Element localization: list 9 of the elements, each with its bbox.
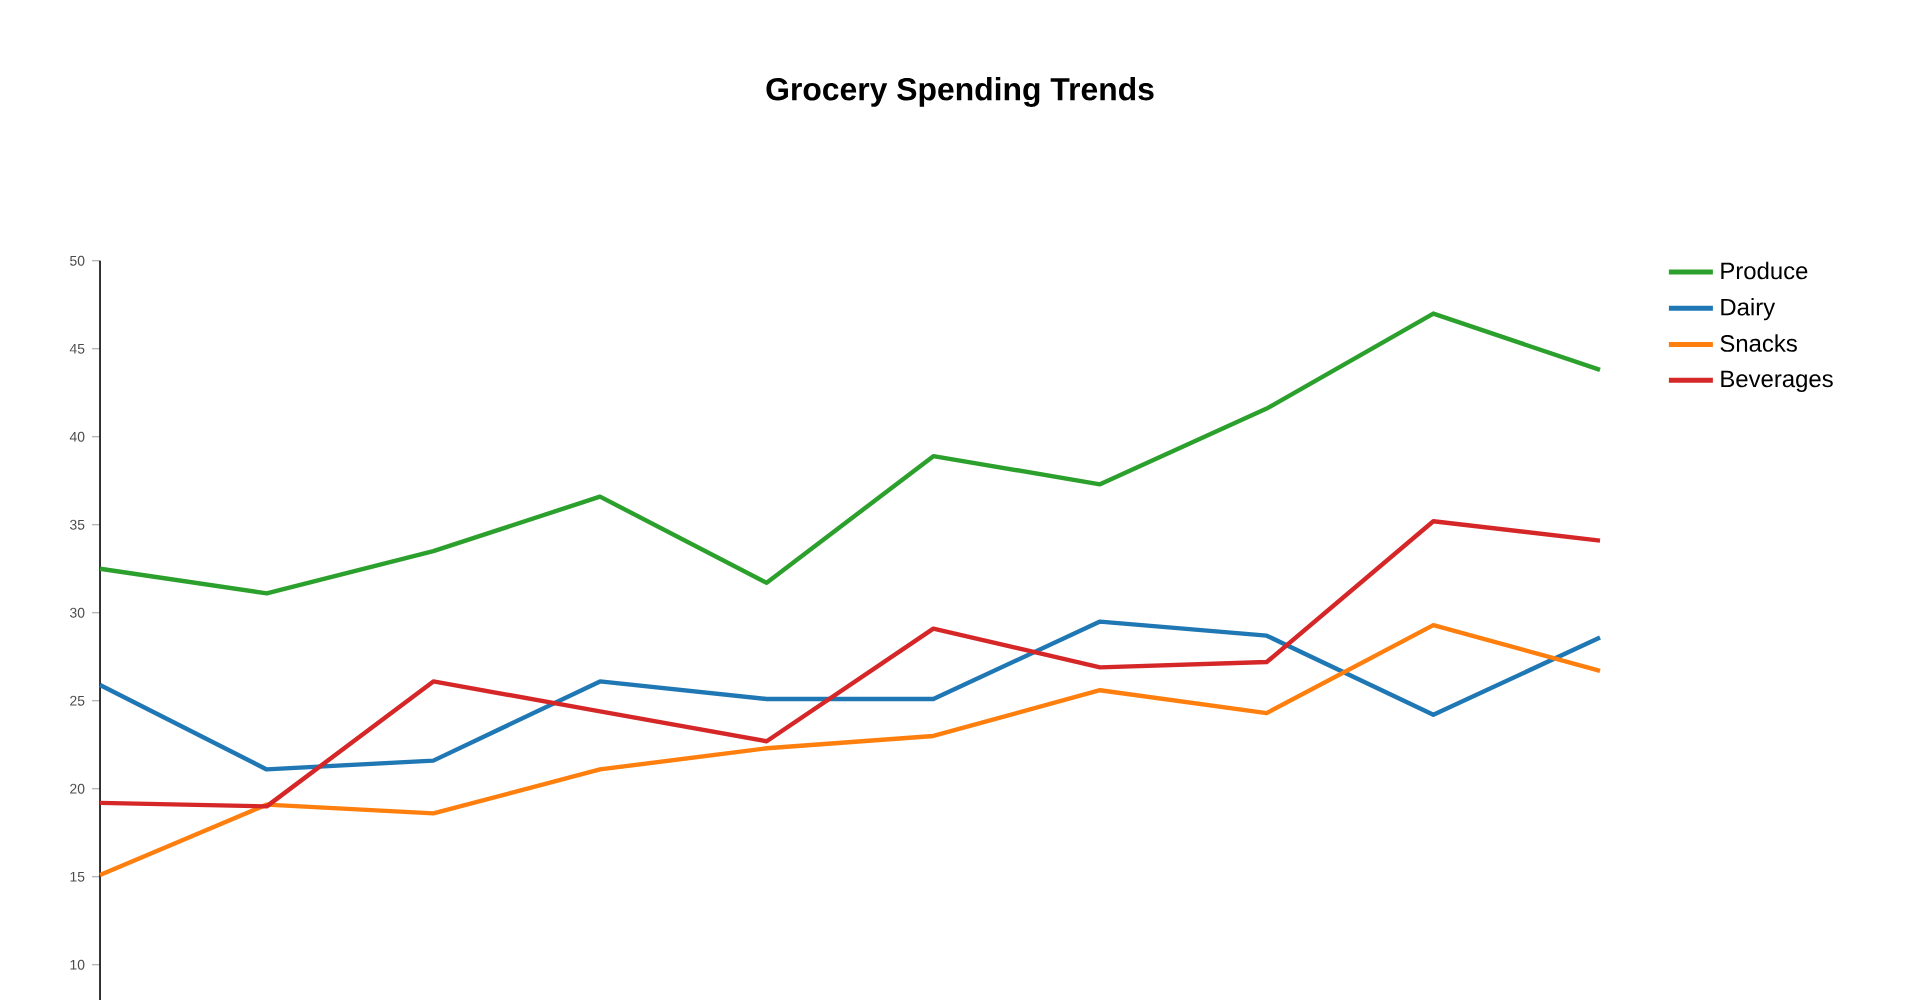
legend-label: Beverages xyxy=(1721,370,1833,393)
line-series xyxy=(97,311,1603,596)
legend-label: Produce xyxy=(1721,261,1808,280)
legend-label: Dairy xyxy=(1721,298,1776,321)
legend-label: Snacks xyxy=(1720,334,1797,352)
line-series xyxy=(97,619,1603,772)
line-series xyxy=(97,622,1603,878)
line-series xyxy=(97,519,1603,809)
chart-title: Grocery Spending Trends xyxy=(766,77,1154,107)
